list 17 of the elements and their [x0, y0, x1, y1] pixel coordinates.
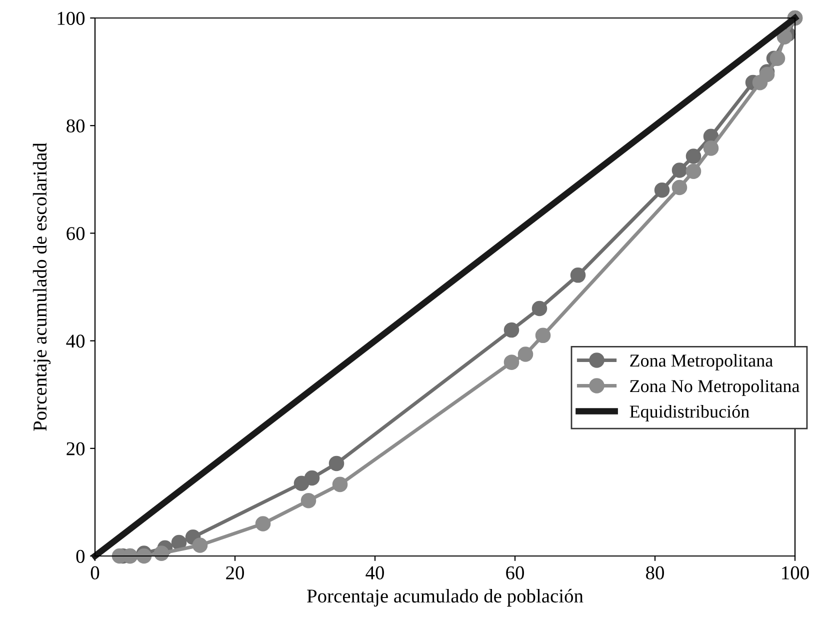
x-tick-label: 60: [506, 566, 524, 580]
x-tick-label: 40: [366, 566, 384, 580]
y-tick-label: 0: [76, 550, 85, 563]
x-axis-title: Porcentaje acumulado de población: [307, 588, 584, 607]
x-tick-label: 20: [226, 566, 244, 580]
legend-label: Equidistribución: [630, 404, 750, 422]
y-tick-label: 100: [58, 12, 85, 25]
x-tick-label: 80: [646, 566, 664, 580]
x-tick-label: 100: [782, 566, 809, 580]
legend-label: Zona Metropolitana: [630, 354, 773, 370]
legend-label: Zona No Metropolitana: [630, 380, 800, 396]
y-axis-title: Porcentaje acumulado de escolaridad: [32, 142, 51, 431]
y-tick-label: 60: [66, 227, 85, 240]
y-tick-label: 20: [66, 442, 85, 456]
x-tick-label: 0: [90, 566, 100, 580]
y-tick-label: 40: [66, 334, 85, 348]
y-tick-label: 80: [66, 119, 85, 133]
